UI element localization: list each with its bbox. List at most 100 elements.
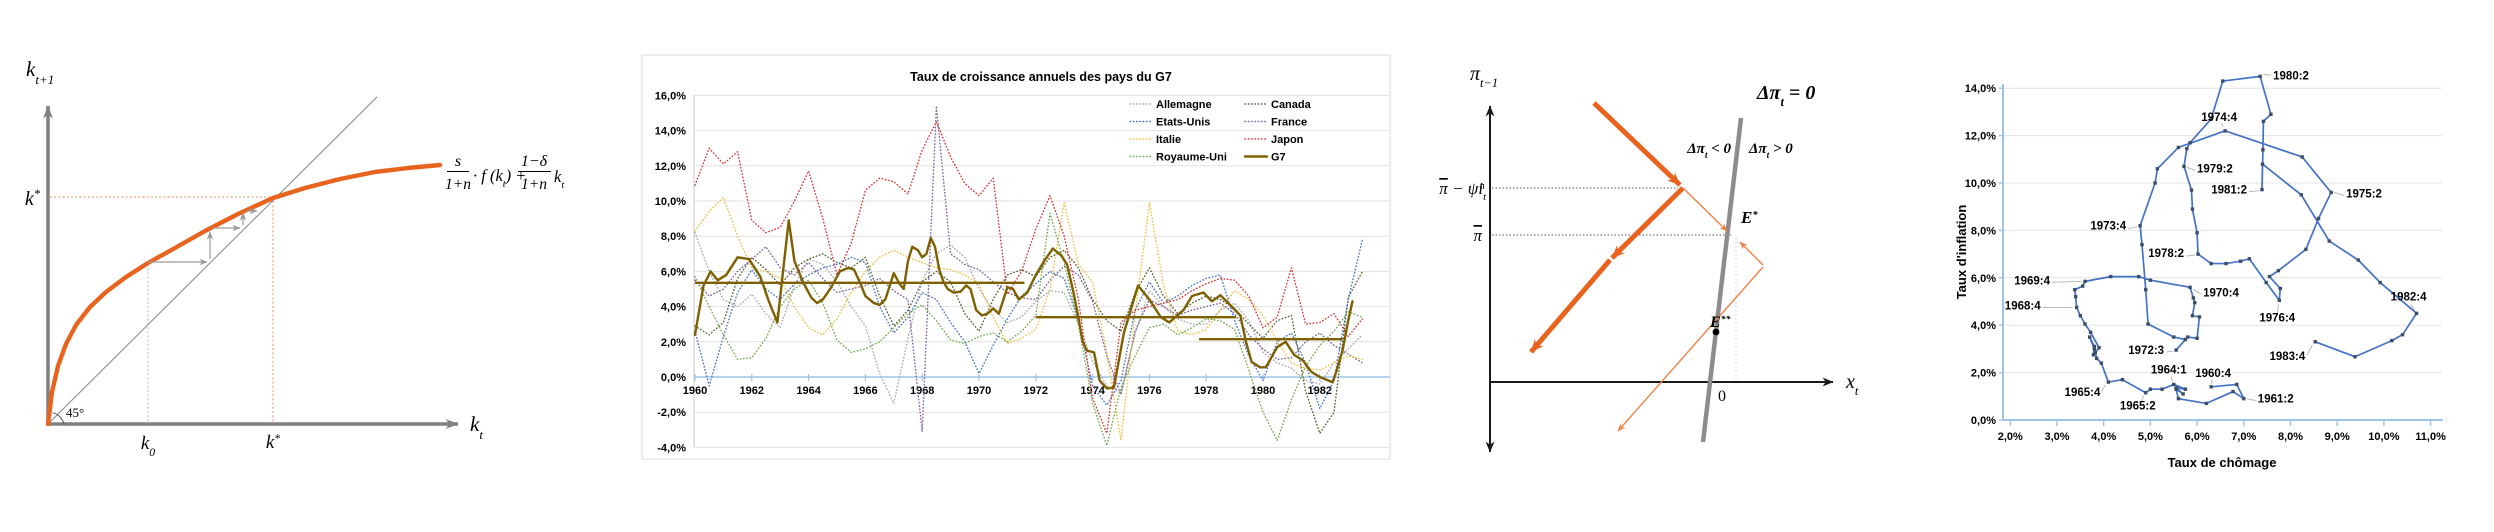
- svg-text:1976:4: 1976:4: [2259, 312, 2295, 324]
- g7-growth-chart: 16,0% 14,0% 12,0% 10,0% 8,0% 6,0% 4,0% 2,0% 0,0%…: [641, 54, 1391, 460]
- svg-text:π: π: [1473, 226, 1482, 245]
- svg-text:· f (kt) +: · f (kt) +: [473, 166, 526, 190]
- svg-text:G7: G7: [1271, 152, 1286, 164]
- svg-text:Δπt > 0: Δπt > 0: [1748, 141, 1793, 161]
- svg-text:π − ψitn: π − ψitn: [1439, 179, 1487, 203]
- svg-text:6,0%: 6,0%: [2185, 431, 2210, 443]
- svg-text:1969:4: 1969:4: [2014, 275, 2050, 287]
- svg-text:1966: 1966: [853, 385, 877, 397]
- svg-text:1970:4: 1970:4: [2203, 287, 2239, 299]
- svg-text:7,0%: 7,0%: [2231, 431, 2256, 443]
- svg-text:k*: k*: [25, 187, 41, 210]
- svg-text:1970: 1970: [967, 385, 991, 397]
- svg-text:France: France: [1271, 117, 1307, 129]
- svg-text:8,0%: 8,0%: [661, 231, 686, 243]
- svg-text:4,0%: 4,0%: [2091, 431, 2116, 443]
- svg-text:10,0%: 10,0%: [2368, 431, 2399, 443]
- g7-plot: 16,0% 14,0% 12,0% 10,0% 8,0% 6,0% 4,0% 2,0% 0,0%…: [641, 54, 1391, 460]
- svg-text:10,0%: 10,0%: [655, 196, 686, 208]
- svg-text:8,0%: 8,0%: [1971, 225, 1996, 237]
- svg-text:E**: E**: [1709, 314, 1731, 332]
- solow-formula: s 1+n · f (kt) +1−δ 1+n kt: [445, 153, 565, 193]
- svg-text:45°: 45°: [66, 405, 84, 420]
- svg-text:1965:2: 1965:2: [2120, 401, 2156, 413]
- svg-text:1980:2: 1980:2: [2273, 70, 2309, 82]
- svg-text:1979:2: 1979:2: [2197, 163, 2233, 175]
- svg-text:8,0%: 8,0%: [2278, 431, 2303, 443]
- svg-text:14,0%: 14,0%: [1965, 83, 1996, 95]
- svg-text:0,0%: 0,0%: [661, 372, 686, 384]
- svg-text:2,0%: 2,0%: [661, 337, 686, 349]
- svg-text:16,0%: 16,0%: [655, 90, 686, 102]
- adjustment-plot: πt−1 xt Δπt = 0 Δπt < 0 Δπt > 0 π − ψitn π E* E*…: [1439, 63, 1859, 453]
- svg-text:s: s: [455, 153, 461, 170]
- svg-text:Etats-Unis: Etats-Unis: [1156, 117, 1210, 129]
- svg-text:6,0%: 6,0%: [661, 266, 686, 278]
- svg-text:9,0%: 9,0%: [2325, 431, 2350, 443]
- svg-text:1975:2: 1975:2: [2346, 188, 2382, 200]
- svg-text:kt+1: kt+1: [26, 57, 54, 87]
- svg-text:1974: 1974: [1080, 385, 1105, 397]
- svg-text:1983:4: 1983:4: [2269, 351, 2305, 363]
- svg-text:11,0%: 11,0%: [2415, 431, 2446, 443]
- svg-text:xt: xt: [1845, 371, 1859, 398]
- svg-text:1972: 1972: [1024, 385, 1048, 397]
- svg-text:1980: 1980: [1251, 385, 1275, 397]
- svg-text:12,0%: 12,0%: [655, 161, 686, 173]
- svg-text:4,0%: 4,0%: [1971, 320, 1996, 332]
- svg-text:1968: 1968: [910, 385, 934, 397]
- svg-text:2,0%: 2,0%: [1971, 368, 1996, 380]
- svg-text:Taux de croissance annuels des: Taux de croissance annuels des pays du G…: [910, 70, 1172, 84]
- g7-legend: Allemagne Canada Etats-Unis France Italie Jap…: [1129, 99, 1312, 164]
- svg-text:6,0%: 6,0%: [1971, 273, 1996, 285]
- svg-text:12,0%: 12,0%: [1965, 131, 1996, 143]
- svg-text:1972:3: 1972:3: [2128, 345, 2164, 357]
- svg-text:Taux de chômage: Taux de chômage: [2168, 455, 2277, 470]
- svg-text:E*: E*: [1740, 208, 1758, 227]
- solow-plot: 45° kt+1 kt k* k0 k*: [25, 57, 483, 459]
- svg-text:1973:4: 1973:4: [2090, 221, 2126, 233]
- svg-text:Allemagne: Allemagne: [1156, 99, 1212, 111]
- svg-text:0,0%: 0,0%: [1971, 415, 1996, 427]
- svg-text:kt: kt: [470, 412, 483, 442]
- svg-text:πt−1: πt−1: [1470, 63, 1498, 90]
- svg-text:k*: k*: [266, 432, 280, 454]
- svg-text:1964: 1964: [796, 385, 821, 397]
- svg-text:1976: 1976: [1137, 385, 1161, 397]
- svg-text:1964:1: 1964:1: [2151, 364, 2187, 376]
- svg-text:1978: 1978: [1194, 385, 1218, 397]
- svg-text:kt: kt: [554, 167, 565, 191]
- solow-diagram: 45° kt+1 kt k* k0 k* s 1+n · f (kt) +1−δ 1+n kt: [25, 57, 565, 459]
- svg-text:3,0%: 3,0%: [2044, 431, 2069, 443]
- svg-text:0: 0: [1718, 388, 1726, 405]
- svg-text:-2,0%: -2,0%: [657, 407, 686, 419]
- svg-text:1982: 1982: [1308, 385, 1332, 397]
- svg-text:Japon: Japon: [1271, 134, 1304, 146]
- spiral-plot: 0,0%2,0%4,0%6,0%8,0%10,0%12,0%14,0%2,0% 3…: [1954, 70, 2446, 470]
- svg-text:1962: 1962: [740, 385, 764, 397]
- svg-text:1961:2: 1961:2: [2258, 394, 2294, 406]
- svg-text:Canada: Canada: [1271, 99, 1312, 111]
- svg-text:2,0%: 2,0%: [1998, 431, 2023, 443]
- svg-text:4,0%: 4,0%: [661, 302, 686, 314]
- svg-text:1965:4: 1965:4: [2065, 387, 2101, 399]
- svg-text:-4,0%: -4,0%: [657, 442, 686, 454]
- svg-text:Δπt = 0: Δπt = 0: [1756, 82, 1815, 109]
- svg-text:Taux d'inflation: Taux d'inflation: [1954, 205, 1969, 300]
- svg-text:1982:4: 1982:4: [2391, 291, 2427, 303]
- svg-text:1968:4: 1968:4: [2005, 300, 2041, 312]
- svg-text:10,0%: 10,0%: [1965, 178, 1996, 190]
- svg-text:1974:4: 1974:4: [2201, 112, 2237, 124]
- phillips-spiral-chart: 0,0%2,0%4,0%6,0%8,0%10,0%12,0%14,0%2,0% 3…: [1954, 70, 2446, 470]
- svg-text:Δπt < 0: Δπt < 0: [1686, 141, 1731, 161]
- svg-text:1981:2: 1981:2: [2211, 185, 2247, 197]
- svg-text:Italie: Italie: [1156, 134, 1181, 146]
- svg-text:k0: k0: [141, 433, 155, 459]
- svg-text:1+n: 1+n: [445, 176, 471, 193]
- inflation-adjustment-diagram: πt−1 xt Δπt = 0 Δπt < 0 Δπt > 0 π − ψitn π E* E*…: [1439, 63, 1859, 453]
- svg-text:1−δ: 1−δ: [521, 153, 548, 170]
- svg-text:14,0%: 14,0%: [655, 126, 686, 138]
- svg-text:1960:4: 1960:4: [2195, 368, 2231, 380]
- svg-text:1960: 1960: [683, 385, 707, 397]
